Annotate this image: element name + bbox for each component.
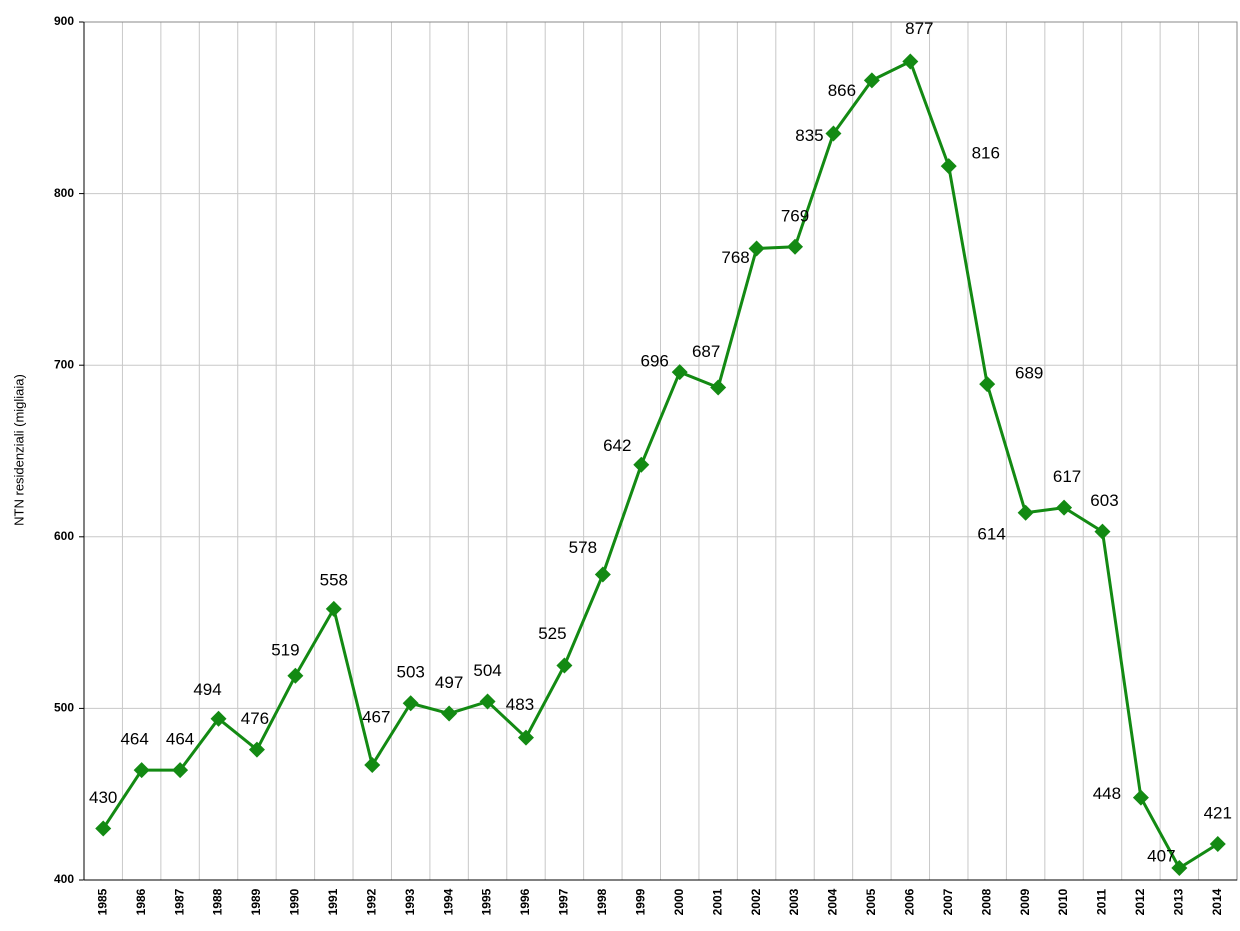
data-label: 494 (193, 680, 221, 699)
y-tick-label: 800 (54, 186, 74, 200)
x-tick-label: 2000 (672, 888, 686, 915)
y-tick-label: 400 (54, 872, 74, 886)
data-label: 558 (320, 570, 348, 589)
marker (979, 376, 996, 393)
marker (1094, 523, 1111, 540)
x-tick-label: 2007 (941, 888, 955, 915)
marker (671, 364, 688, 381)
marker (633, 456, 650, 473)
marker (902, 53, 919, 70)
data-label: 603 (1090, 491, 1118, 510)
marker (1132, 789, 1149, 806)
data-label: 476 (241, 709, 269, 728)
y-axis-label: NTN residenziali (migliaia) (11, 374, 26, 526)
x-tick-label: 1998 (595, 888, 609, 915)
marker (940, 158, 957, 175)
x-tick-label: 1990 (288, 888, 302, 915)
x-tick-label: 1996 (518, 888, 532, 915)
data-label: 430 (89, 788, 117, 807)
y-tick-label: 500 (54, 701, 74, 715)
marker (287, 667, 304, 684)
x-tick-label: 1986 (134, 888, 148, 915)
data-label: 866 (828, 81, 856, 100)
x-tick-label: 2011 (1095, 889, 1109, 915)
x-tick-label: 2002 (749, 888, 763, 915)
marker (1209, 835, 1226, 852)
y-tick-label: 900 (54, 14, 74, 28)
data-label: 614 (977, 524, 1005, 543)
data-label: 617 (1053, 467, 1081, 486)
marker (1017, 504, 1034, 521)
data-label: 689 (1015, 364, 1043, 383)
data-label: 835 (795, 126, 823, 145)
marker (172, 762, 189, 779)
data-label: 519 (271, 640, 299, 659)
x-tick-label: 2001 (710, 888, 724, 915)
data-label: 407 (1147, 846, 1175, 865)
x-tick-label: 1992 (364, 888, 378, 915)
data-label: 464 (120, 730, 148, 749)
data-label: 578 (569, 538, 597, 557)
x-tick-label: 2014 (1210, 888, 1224, 915)
x-tick-label: 2009 (1018, 888, 1032, 915)
x-tick-label: 1985 (95, 888, 109, 915)
data-label: 504 (473, 661, 501, 680)
marker (517, 729, 534, 746)
data-label: 421 (1204, 803, 1232, 822)
marker (1056, 499, 1073, 516)
data-label: 497 (435, 673, 463, 692)
data-label: 483 (506, 695, 534, 714)
data-label: 525 (538, 624, 566, 643)
y-tick-label: 600 (54, 529, 74, 543)
data-label: 768 (721, 248, 749, 267)
x-tick-label: 2010 (1056, 888, 1070, 915)
marker (825, 125, 842, 142)
x-tick-label: 1989 (249, 888, 263, 915)
x-tick-label: 1991 (326, 888, 340, 915)
x-tick-label: 1988 (211, 888, 225, 915)
data-label: 769 (781, 206, 809, 225)
marker (441, 705, 458, 722)
data-label: 464 (166, 730, 194, 749)
data-label: 642 (603, 436, 631, 455)
x-tick-label: 2012 (1133, 888, 1147, 915)
marker (210, 710, 227, 727)
data-label: 696 (641, 352, 669, 371)
y-tick-label: 700 (54, 357, 74, 371)
x-tick-label: 2013 (1172, 888, 1186, 915)
x-tick-label: 1997 (557, 888, 571, 915)
marker (594, 566, 611, 583)
x-tick-label: 2004 (826, 888, 840, 915)
x-tick-label: 1987 (172, 888, 186, 915)
marker (133, 762, 150, 779)
marker (402, 695, 419, 712)
x-tick-label: 2008 (979, 888, 993, 915)
x-tick-label: 1995 (480, 888, 494, 915)
x-tick-label: 2006 (902, 888, 916, 915)
marker (787, 238, 804, 255)
data-label: 448 (1093, 784, 1121, 803)
marker (863, 72, 880, 89)
marker (364, 757, 381, 774)
data-label: 467 (362, 708, 390, 727)
data-label: 503 (396, 663, 424, 682)
marker (325, 600, 342, 617)
marker (248, 741, 265, 758)
marker (748, 240, 765, 257)
marker (479, 693, 496, 710)
marker (1171, 859, 1188, 876)
marker (710, 379, 727, 396)
data-label: 877 (905, 19, 933, 38)
x-tick-label: 2003 (787, 888, 801, 915)
x-tick-label: 2005 (864, 888, 878, 915)
x-tick-label: 1994 (441, 888, 455, 915)
marker (95, 820, 112, 837)
data-label: 816 (972, 144, 1000, 163)
x-tick-label: 1999 (633, 888, 647, 915)
x-tick-label: 1993 (403, 888, 417, 915)
marker (556, 657, 573, 674)
data-label: 687 (692, 342, 720, 361)
